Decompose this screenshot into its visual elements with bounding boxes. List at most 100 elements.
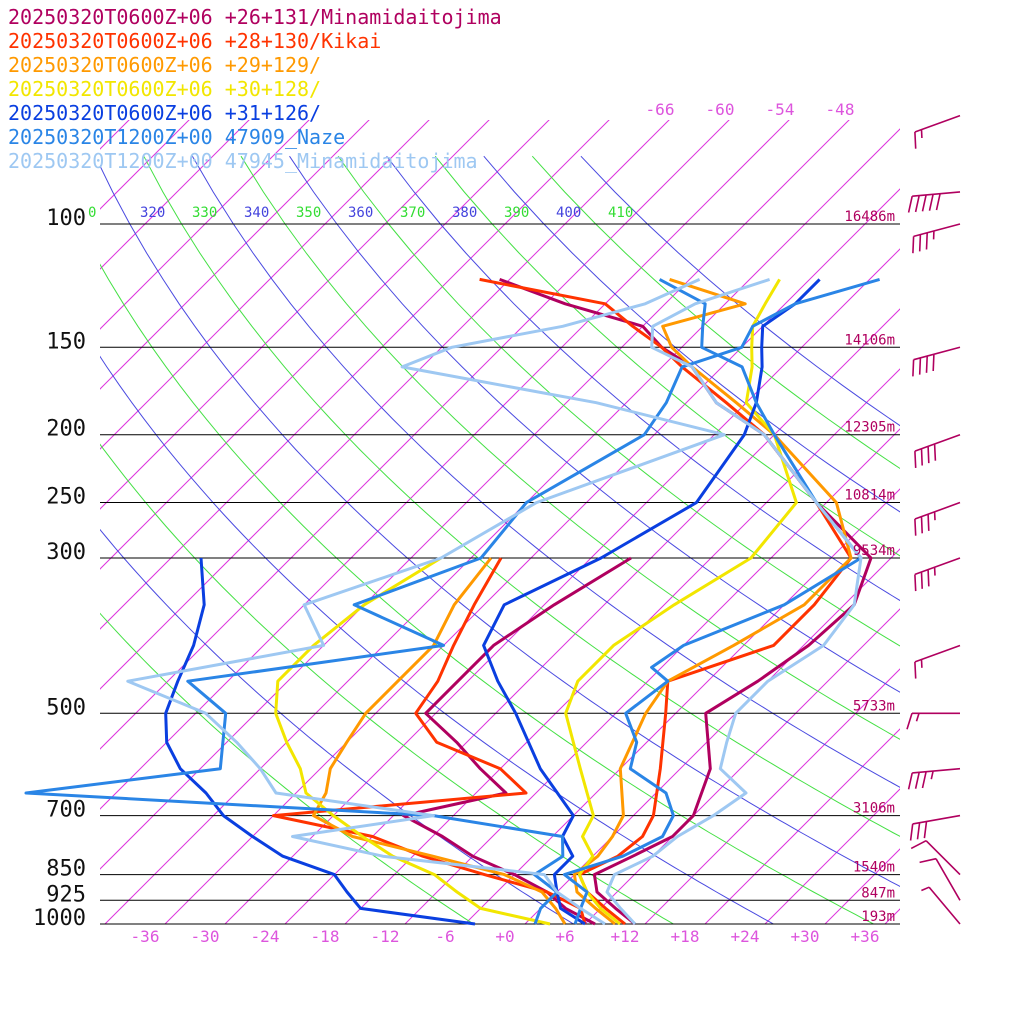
pressure-label: 150 xyxy=(46,329,86,354)
legend: 20250320T0600Z+06 +26+131/Minamidaitojim… xyxy=(8,5,502,173)
pressure-label: 200 xyxy=(46,417,86,442)
wind-barb xyxy=(914,557,961,592)
upper-temperature-label: -54 xyxy=(766,100,795,119)
wind-barb xyxy=(914,114,961,149)
temperature-tick-label: +24 xyxy=(731,927,760,946)
isotherm-line xyxy=(524,548,900,924)
legend-entry: 20250320T0600Z+06 +31+126/ xyxy=(8,101,321,125)
isotherm-line xyxy=(100,120,790,810)
isotherm-line xyxy=(224,248,900,924)
theta-lines xyxy=(100,155,900,924)
theta-line xyxy=(337,155,900,647)
pressure-label: 500 xyxy=(46,695,86,720)
sounding-profiles xyxy=(24,277,881,926)
isotherm-line xyxy=(100,120,730,750)
isotherm-line xyxy=(100,120,550,570)
height-label: 12305m xyxy=(844,420,895,436)
theta-label: 370 xyxy=(400,205,425,221)
legend-entry: 20250320T0600Z+06 +26+131/Minamidaitojim… xyxy=(8,5,502,29)
temperature-tick-label: +0 xyxy=(495,927,514,946)
axis-labels: 100 16486m 150 14106m 200 12305m 250 10814m 300 9… xyxy=(33,100,895,946)
temperature-tick-label: +6 xyxy=(555,927,574,946)
pressure-label: 1000 xyxy=(33,906,86,931)
legend-entry: 20250320T0600Z+06 +29+129/ xyxy=(8,53,321,77)
theta-label: 410 xyxy=(608,205,633,221)
wind-barb xyxy=(909,814,961,841)
profile-dewpoint-line xyxy=(126,278,726,926)
pressure-label: 100 xyxy=(46,206,86,231)
upper-temperature-label: -48 xyxy=(826,100,855,119)
height-label: 847m xyxy=(861,885,895,901)
isotherm-line xyxy=(764,788,900,924)
theta-line xyxy=(100,164,900,888)
wind-barb xyxy=(914,644,961,679)
height-label: 10814m xyxy=(844,488,895,504)
temperature-tick-label: -30 xyxy=(191,927,220,946)
theta-line xyxy=(483,155,900,513)
profile-temperature-line xyxy=(499,277,873,926)
wind-barb xyxy=(914,433,961,468)
height-label: 193m xyxy=(861,909,895,925)
wind-barb xyxy=(910,839,961,876)
isotherm-line xyxy=(404,428,900,924)
temperature-tick-label: +12 xyxy=(611,927,640,946)
profile-dewpoint-line xyxy=(401,556,632,926)
pressure-label: 925 xyxy=(46,882,86,907)
isotherm-line xyxy=(704,728,900,924)
profile-dewpoint-line xyxy=(311,557,567,925)
theta-label: 320 xyxy=(140,205,165,221)
pressure-label: 250 xyxy=(46,485,86,510)
height-label: 16486m xyxy=(844,209,895,225)
profile-dewpoint-line xyxy=(164,557,476,926)
isotherm-lines xyxy=(0,116,900,924)
theta-line xyxy=(531,155,900,470)
theta-label: 330 xyxy=(192,205,217,221)
isotherm-line xyxy=(100,120,670,690)
isotherm-line xyxy=(100,120,370,390)
theta-line xyxy=(580,155,900,427)
theta-label: 340 xyxy=(244,205,269,221)
legend-entry: 20250320T0600Z+06 +30+128/ xyxy=(8,77,321,101)
height-label: 9534m xyxy=(853,543,895,559)
wind-barb xyxy=(907,767,961,790)
profile-temperature-line xyxy=(605,277,863,926)
theta-label: 350 xyxy=(296,205,321,221)
theta-line xyxy=(100,355,774,924)
isotherm-line xyxy=(644,668,900,924)
pressure-label: 850 xyxy=(46,857,86,882)
theta-label: 360 xyxy=(348,205,373,221)
profile-temperature-line xyxy=(479,277,853,926)
isotherm-line xyxy=(100,120,850,870)
temperature-tick-label: -24 xyxy=(251,927,280,946)
theta-label: 400 xyxy=(556,205,581,221)
theta-line xyxy=(100,263,874,924)
isotherm-line xyxy=(884,908,900,924)
legend-entry: 20250320T1200Z+00 47945_Minamidaitojima xyxy=(8,149,478,173)
temperature-tick-label: +36 xyxy=(851,927,880,946)
theta-label: 390 xyxy=(504,205,529,221)
height-label: 3106m xyxy=(853,801,895,817)
upper-temperature-label: -66 xyxy=(646,100,675,119)
theta-line xyxy=(100,443,674,924)
temperature-tick-label: +18 xyxy=(671,927,700,946)
temperature-tick-label: -12 xyxy=(371,927,400,946)
isotherm-line xyxy=(100,120,250,270)
isotherm-line xyxy=(284,308,900,924)
pressure-label: 700 xyxy=(46,798,86,823)
isotherm-line xyxy=(100,120,310,330)
legend-entry: 20250320T1200Z+00 47909_Naze xyxy=(8,125,345,149)
profile-temperature-line xyxy=(562,278,863,925)
theta-line xyxy=(386,155,900,602)
isotherm-line xyxy=(100,120,490,510)
isotherm-line xyxy=(0,116,13,924)
theta-line xyxy=(191,155,900,788)
pressure-label: 300 xyxy=(46,540,86,565)
profile-temperature-line xyxy=(482,278,821,926)
wind-barb xyxy=(907,191,961,213)
isotherm-line xyxy=(464,488,900,924)
temperature-tick-label: -18 xyxy=(311,927,340,946)
theta-line xyxy=(289,155,900,693)
wind-barb xyxy=(912,223,961,254)
